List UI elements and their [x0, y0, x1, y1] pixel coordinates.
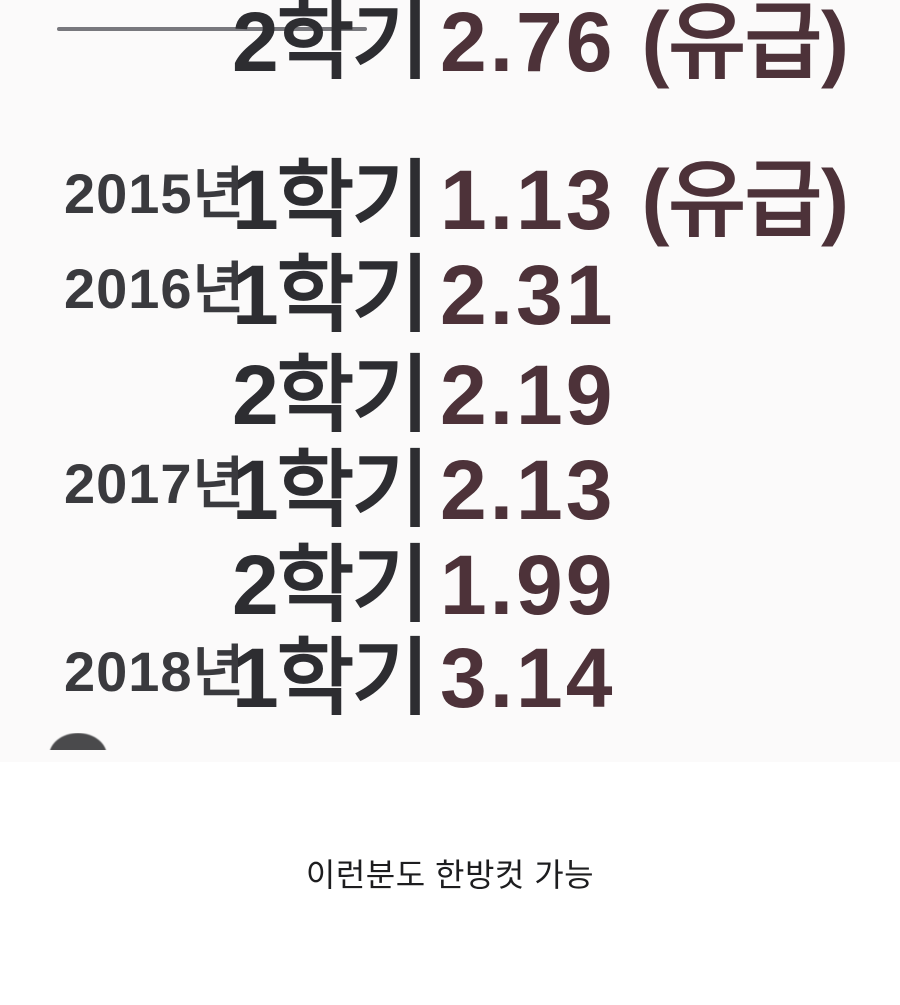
grade-row: 2학기 2.76 (유급)	[0, 0, 900, 88]
top-divider-line	[57, 27, 367, 31]
gpa-score: 2.31	[440, 248, 616, 342]
semester-label: 1학기	[232, 248, 429, 342]
partial-avatar-circle-icon	[49, 733, 107, 750]
semester-label: 1학기	[232, 153, 429, 247]
semester-label: 2학기	[232, 538, 429, 632]
year-label: 2018년	[64, 640, 246, 703]
semester-label: 2학기	[232, 348, 429, 442]
semester-label: 1학기	[232, 443, 429, 537]
grade-row: 2015년 1학기 1.13 (유급)	[0, 158, 900, 246]
gpa-score: 2.19	[440, 348, 616, 442]
gpa-score: 2.13	[440, 443, 616, 537]
gpa-score: 2.76	[440, 0, 616, 89]
grade-row: 2학기 1.99	[0, 543, 900, 631]
grade-row: 2017년 1학기 2.13	[0, 448, 900, 536]
fail-badge: (유급)	[641, 153, 850, 247]
gpa-score: 1.13	[440, 153, 616, 247]
avatar-arc-clip	[49, 733, 107, 750]
grade-row: 2016년 1학기 2.31	[0, 253, 900, 341]
semester-label: 2학기	[232, 0, 429, 89]
year-label: 2017년	[64, 452, 246, 515]
gpa-score: 3.14	[440, 631, 616, 725]
gpa-score: 1.99	[440, 538, 616, 632]
caption-text: 이런분도 한방컷 가능	[305, 857, 595, 893]
year-label: 2015년	[64, 162, 246, 225]
grade-row: 2018년 1학기 3.14	[0, 636, 900, 724]
grades-transcript-image: 2015년 1학기 1.13 (유급) 2016년 1학기 2.31 2학기 2…	[0, 0, 900, 750]
grade-row: 2학기 2.19	[0, 353, 900, 441]
year-label: 2016년	[64, 257, 246, 320]
semester-label: 1학기	[232, 631, 429, 725]
fail-badge: (유급)	[641, 0, 850, 89]
